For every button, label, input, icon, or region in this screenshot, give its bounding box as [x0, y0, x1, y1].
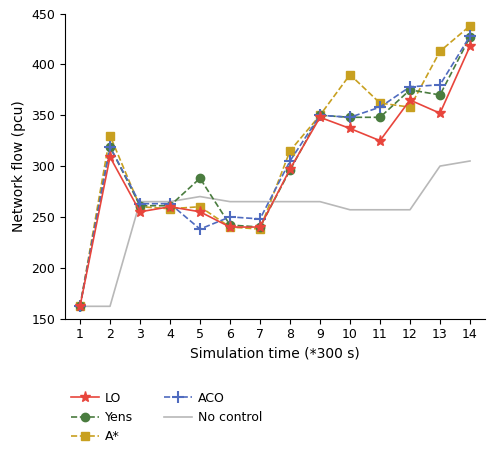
Legend: LO, Yens, A*, ACO, No control: LO, Yens, A*, ACO, No control	[72, 392, 262, 443]
X-axis label: Simulation time (*300 s): Simulation time (*300 s)	[190, 347, 360, 361]
Y-axis label: Network flow (pcu): Network flow (pcu)	[12, 100, 26, 232]
